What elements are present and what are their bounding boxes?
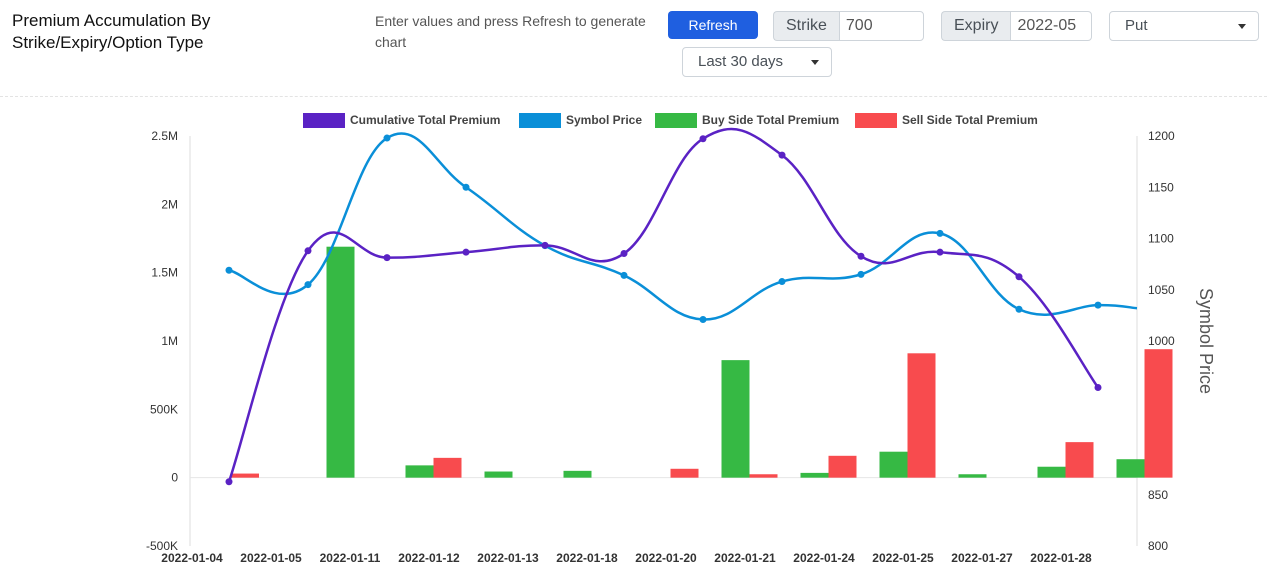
x-tick-label: 2022-01-12 — [398, 551, 460, 565]
x-tick-label: 2022-01-21 — [714, 551, 776, 565]
x-tick-label: 2022-01-20 — [635, 551, 697, 565]
buy-side-bar — [879, 451, 908, 478]
cumulative-premium-point — [1015, 273, 1023, 281]
y-left-tick-label: -500K — [146, 539, 178, 553]
chevron-down-icon — [811, 60, 819, 65]
strike-label: Strike — [773, 11, 839, 41]
period-value: Last 30 days — [698, 53, 784, 70]
y-left-tick-label: 2.5M — [151, 129, 178, 143]
refresh-button[interactable]: Refresh — [668, 11, 758, 39]
strike-input-group: Strike — [773, 11, 924, 41]
symbol-price-point — [620, 271, 628, 279]
legend-label: Cumulative Total Premium — [350, 113, 500, 127]
buy-side-bar — [1037, 466, 1066, 478]
cumulative-premium-point — [699, 135, 707, 143]
period-select[interactable]: Last 30 days — [682, 47, 832, 77]
symbol-price-point — [383, 134, 391, 142]
sell-side-bar — [670, 468, 699, 478]
legend-label: Sell Side Total Premium — [902, 113, 1038, 127]
y-left-tick-label: 1M — [161, 334, 178, 348]
symbol-price-point — [857, 270, 865, 278]
option-type-select[interactable]: Put — [1109, 11, 1259, 41]
sell-side-bar — [433, 457, 462, 478]
symbol-price-point — [462, 183, 470, 191]
option-type-value: Put — [1125, 17, 1148, 34]
cumulative-premium-point — [225, 478, 233, 486]
buy-side-bar — [326, 246, 355, 478]
symbol-price-line — [228, 132, 1138, 321]
x-tick-label: 2022-01-18 — [556, 551, 618, 565]
sell-side-bar — [231, 473, 259, 478]
refresh-hint: Enter values and press Refresh to genera… — [375, 13, 646, 50]
y-right-tick-label: 850 — [1148, 488, 1168, 502]
y-right-axis-title: Symbol Price — [1196, 288, 1216, 394]
cumulative-premium-point — [462, 248, 470, 256]
buy-side-bar — [405, 465, 434, 478]
y-right-tick-label: 1150 — [1148, 180, 1174, 194]
sell-side-bar — [1065, 442, 1094, 478]
sell-side-bar — [749, 474, 778, 478]
buy-side-bar — [958, 474, 987, 478]
cumulative-premium-point — [304, 247, 312, 255]
y-right-tick-label: 1050 — [1148, 283, 1175, 297]
x-tick-label: 2022-01-28 — [1030, 551, 1092, 565]
legend-swatch — [655, 113, 697, 128]
y-right-tick-label: 1000 — [1148, 334, 1175, 348]
symbol-price-point — [1094, 301, 1102, 309]
y-right-tick-label: 1200 — [1148, 129, 1175, 143]
cumulative-premium-point — [936, 248, 944, 256]
x-tick-label: 2022-01-11 — [320, 551, 381, 565]
x-tick-label: 2022-01-04 — [161, 551, 223, 565]
sell-side-bar — [1144, 349, 1173, 478]
cumulative-premium-point — [1094, 383, 1102, 391]
x-tick-label: 2022-01-25 — [872, 551, 934, 565]
x-tick-label: 2022-01-13 — [477, 551, 539, 565]
buy-side-bar — [1116, 459, 1145, 478]
cumulative-premium-point — [857, 252, 865, 260]
symbol-price-point — [1015, 305, 1023, 313]
symbol-price-point — [936, 229, 944, 237]
x-tick-label: 2022-01-24 — [793, 551, 855, 565]
legend-swatch — [855, 113, 897, 128]
premium-chart: -500K0500K1M1.5M2M2.5M800850900950100010… — [146, 113, 1216, 565]
expiry-label: Expiry — [941, 11, 1011, 41]
y-left-tick-label: 1.5M — [151, 266, 178, 280]
symbol-price-point — [225, 266, 233, 274]
y-right-tick-label: 800 — [1148, 539, 1168, 553]
legend-swatch — [303, 113, 345, 128]
buy-side-bar — [484, 471, 513, 478]
chevron-down-icon — [1238, 24, 1246, 29]
legend-swatch — [519, 113, 561, 128]
y-right-tick-label: 1100 — [1148, 232, 1174, 246]
symbol-price-point — [304, 281, 312, 289]
y-left-tick-label: 0 — [171, 471, 178, 485]
x-tick-label: 2022-01-27 — [951, 551, 1013, 565]
symbol-price-point — [778, 278, 786, 286]
y-left-tick-label: 2M — [161, 197, 178, 211]
sell-side-bar — [828, 455, 857, 478]
strike-input[interactable] — [838, 11, 924, 41]
buy-side-bar — [563, 470, 592, 478]
expiry-input-group: Expiry — [941, 11, 1093, 41]
cumulative-premium-point — [620, 250, 628, 258]
legend-label: Buy Side Total Premium — [702, 113, 839, 127]
expiry-input[interactable] — [1010, 11, 1093, 41]
cumulative-premium-point — [383, 254, 391, 262]
cumulative-premium-point — [541, 241, 549, 249]
symbol-price-point — [699, 315, 707, 323]
sell-side-bar — [907, 353, 936, 478]
page-title: Premium Accumulation By Strike/Expiry/Op… — [12, 11, 211, 52]
legend-label: Symbol Price — [566, 113, 642, 127]
x-tick-label: 2022-01-05 — [240, 551, 302, 565]
cumulative-premium-point — [778, 151, 786, 159]
cumulative-premium-line — [227, 127, 1100, 483]
y-left-tick-label: 500K — [150, 402, 178, 416]
buy-side-bar — [721, 360, 750, 478]
header-divider — [0, 96, 1267, 97]
buy-side-bar — [800, 472, 829, 478]
